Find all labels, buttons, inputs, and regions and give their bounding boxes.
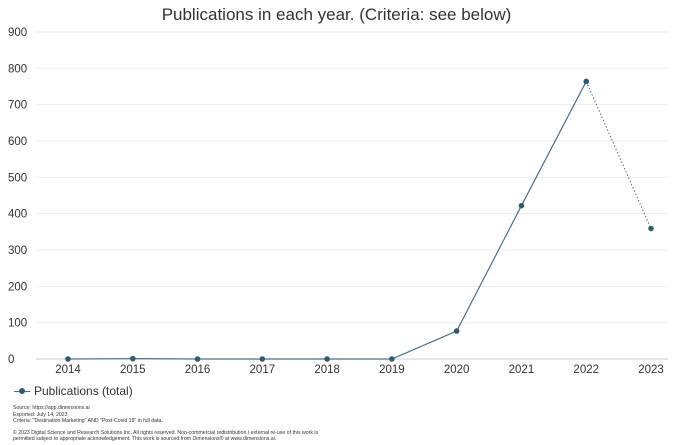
- y-tick-label: 700: [8, 100, 27, 112]
- x-tick-label: 2022: [573, 364, 599, 376]
- x-tick-label: 2016: [185, 364, 211, 376]
- data-point-2014[interactable]: [65, 356, 71, 362]
- x-tick-label: 2021: [509, 364, 535, 376]
- data-point-2015[interactable]: [129, 355, 136, 362]
- source-footer: Source: https://app.dimensions.ai Export…: [13, 405, 318, 443]
- series-points: [65, 78, 654, 362]
- data-point-2022[interactable]: [583, 78, 590, 85]
- series-line-dotted: [585, 81, 652, 229]
- series-line-solid: [67, 81, 587, 360]
- y-tick-label: 900: [8, 27, 27, 39]
- legend-label: Publications (total): [34, 384, 133, 398]
- x-tick-label: 2023: [638, 364, 664, 376]
- chart-title: Publications in each year. (Criteria: se…: [161, 5, 512, 24]
- x-axis-tick-labels: 2014 2015 2016 2017 2018 2019 2020 2021 2022 2023: [55, 364, 664, 376]
- y-tick-label: 800: [8, 63, 27, 75]
- series-line: [67, 81, 652, 360]
- y-tick-label: 0: [8, 354, 14, 366]
- x-tick-label: 2018: [314, 364, 340, 376]
- footer-criteria: Criteria: "Destination Marketing" AND "P…: [13, 418, 163, 425]
- y-tick-label: 600: [8, 136, 27, 148]
- y-tick-label: 300: [8, 245, 27, 257]
- x-tick-label: 2020: [444, 364, 470, 376]
- y-axis-tick-labels: 0 100 200 300 400 500 600 700 800 900: [8, 27, 27, 366]
- data-point-2021[interactable]: [518, 202, 525, 209]
- data-point-2016[interactable]: [194, 356, 201, 362]
- y-tick-label: 400: [8, 209, 27, 221]
- legend-line-marker-icon: [14, 386, 30, 396]
- footer-copyright-line-2: permitted subject to appropriate acknowl…: [13, 436, 277, 443]
- grid-lines: [36, 31, 668, 360]
- data-point-2019[interactable]: [389, 356, 395, 362]
- y-tick-label: 100: [8, 318, 27, 330]
- footer-source: Source: https://app.dimensions.ai: [13, 405, 90, 411]
- x-tick-label: 2015: [120, 364, 146, 376]
- footer-copyright-line-1: © 2023 Digital Science and Research Solu…: [13, 429, 319, 436]
- data-point-2023[interactable]: [648, 225, 654, 232]
- x-tick-label: 2014: [55, 364, 81, 376]
- y-tick-label: 500: [8, 172, 27, 184]
- x-tick-label: 2017: [250, 364, 276, 376]
- footer-exported: Exported: July 14, 2023: [13, 411, 68, 418]
- x-tick-label: 2019: [379, 364, 405, 376]
- y-tick-label: 200: [8, 281, 27, 293]
- data-point-2018[interactable]: [324, 356, 330, 362]
- data-point-2017[interactable]: [259, 356, 266, 362]
- legend[interactable]: Publications (total): [14, 384, 133, 398]
- data-point-2020[interactable]: [453, 328, 460, 334]
